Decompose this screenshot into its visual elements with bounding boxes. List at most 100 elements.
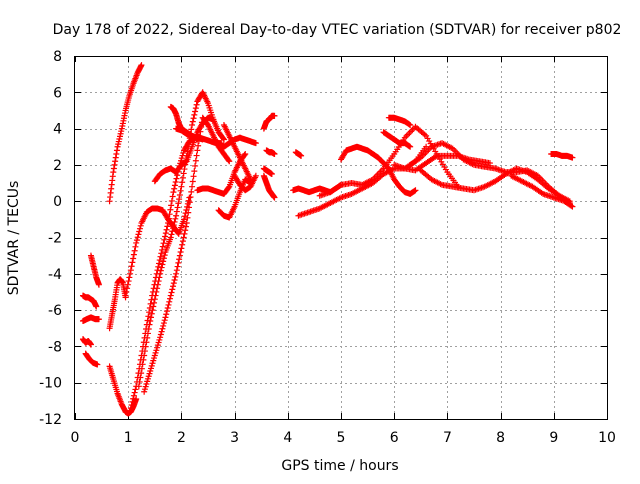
data-point bbox=[182, 227, 189, 234]
data-point bbox=[162, 230, 169, 237]
data-point bbox=[195, 142, 202, 149]
data-point bbox=[154, 281, 161, 288]
data-point bbox=[144, 330, 151, 337]
data-point bbox=[407, 143, 414, 150]
data-point bbox=[171, 182, 178, 189]
x-axis-label: GPS time / hours bbox=[281, 458, 398, 474]
data-point bbox=[157, 267, 164, 274]
y-tick-label: 2 bbox=[53, 158, 62, 174]
data-point bbox=[168, 202, 175, 209]
data-point bbox=[94, 361, 101, 368]
data-point bbox=[111, 161, 118, 168]
data-point bbox=[130, 255, 137, 262]
data-point bbox=[123, 288, 130, 295]
data-point bbox=[242, 151, 249, 158]
data-point bbox=[135, 383, 142, 390]
data-point bbox=[124, 285, 131, 292]
data-point bbox=[181, 166, 188, 173]
data-point bbox=[271, 194, 278, 201]
data-point bbox=[132, 243, 139, 250]
data-point bbox=[127, 405, 134, 412]
data-point bbox=[168, 231, 175, 238]
data-point bbox=[164, 223, 171, 230]
data-point bbox=[95, 281, 102, 288]
x-tick-label: 3 bbox=[230, 430, 239, 446]
data-point bbox=[145, 313, 152, 320]
data-point bbox=[173, 208, 180, 215]
data-point bbox=[188, 188, 195, 195]
data-point bbox=[142, 343, 149, 350]
data-point bbox=[171, 218, 178, 225]
data-point bbox=[160, 258, 167, 265]
data-point bbox=[181, 216, 188, 223]
data-point bbox=[169, 193, 176, 200]
data-series bbox=[106, 62, 145, 205]
data-point bbox=[169, 286, 176, 293]
data-point bbox=[190, 173, 197, 180]
y-tick-label: -6 bbox=[48, 303, 62, 319]
data-point bbox=[407, 121, 414, 128]
data-point bbox=[170, 189, 177, 196]
data-point bbox=[163, 308, 170, 315]
data-series bbox=[82, 350, 101, 368]
data-point bbox=[175, 200, 182, 207]
data-point bbox=[113, 147, 120, 154]
data-point bbox=[136, 228, 143, 235]
data-point bbox=[141, 352, 148, 359]
data-point bbox=[179, 241, 186, 248]
data-point bbox=[112, 158, 119, 165]
data-point bbox=[87, 341, 94, 348]
data-point bbox=[147, 317, 154, 324]
x-tick-label: 0 bbox=[71, 430, 80, 446]
chart-title: Day 178 of 2022, Sidereal Day-to-day VTE… bbox=[53, 22, 622, 38]
data-point bbox=[179, 238, 186, 245]
data-series bbox=[338, 143, 419, 197]
data-point bbox=[157, 334, 164, 341]
data-point bbox=[569, 154, 576, 161]
data-point bbox=[179, 174, 186, 181]
data-series bbox=[391, 152, 493, 174]
data-point bbox=[130, 395, 137, 402]
data-series bbox=[260, 112, 278, 132]
data-point bbox=[167, 292, 174, 299]
data-point bbox=[151, 299, 158, 306]
data-point bbox=[271, 151, 278, 158]
data-point bbox=[154, 285, 161, 292]
data-point bbox=[176, 256, 183, 263]
data-series bbox=[380, 129, 414, 150]
data-point bbox=[128, 401, 135, 408]
data-point bbox=[144, 334, 151, 341]
data-point bbox=[162, 314, 169, 321]
data-series bbox=[508, 172, 576, 210]
data-point bbox=[192, 108, 199, 115]
data-point bbox=[132, 386, 139, 393]
data-point bbox=[176, 252, 183, 259]
data-series bbox=[292, 149, 305, 159]
data-point bbox=[156, 257, 163, 264]
data-point bbox=[252, 140, 259, 147]
data-point bbox=[113, 151, 120, 158]
data-point bbox=[127, 270, 134, 277]
data-point bbox=[133, 237, 140, 244]
data-point bbox=[177, 187, 184, 194]
data-point bbox=[131, 389, 138, 396]
y-tick-label: -4 bbox=[48, 267, 62, 283]
data-point bbox=[194, 147, 201, 154]
x-tick-label: 1 bbox=[124, 430, 133, 446]
data-point bbox=[172, 215, 179, 222]
data-series bbox=[135, 89, 227, 390]
data-point bbox=[191, 111, 198, 118]
data-point bbox=[192, 162, 199, 169]
data-point bbox=[136, 378, 143, 385]
data-point bbox=[93, 303, 100, 310]
data-point bbox=[190, 115, 197, 122]
data-point bbox=[158, 264, 165, 271]
data-series bbox=[385, 114, 414, 128]
data-point bbox=[189, 183, 196, 190]
y-tick-label: 0 bbox=[53, 194, 62, 210]
data-point bbox=[486, 160, 493, 167]
data-point bbox=[161, 252, 168, 259]
data-point bbox=[126, 274, 133, 281]
data-point bbox=[160, 320, 167, 327]
x-tick-label: 10 bbox=[598, 430, 616, 446]
